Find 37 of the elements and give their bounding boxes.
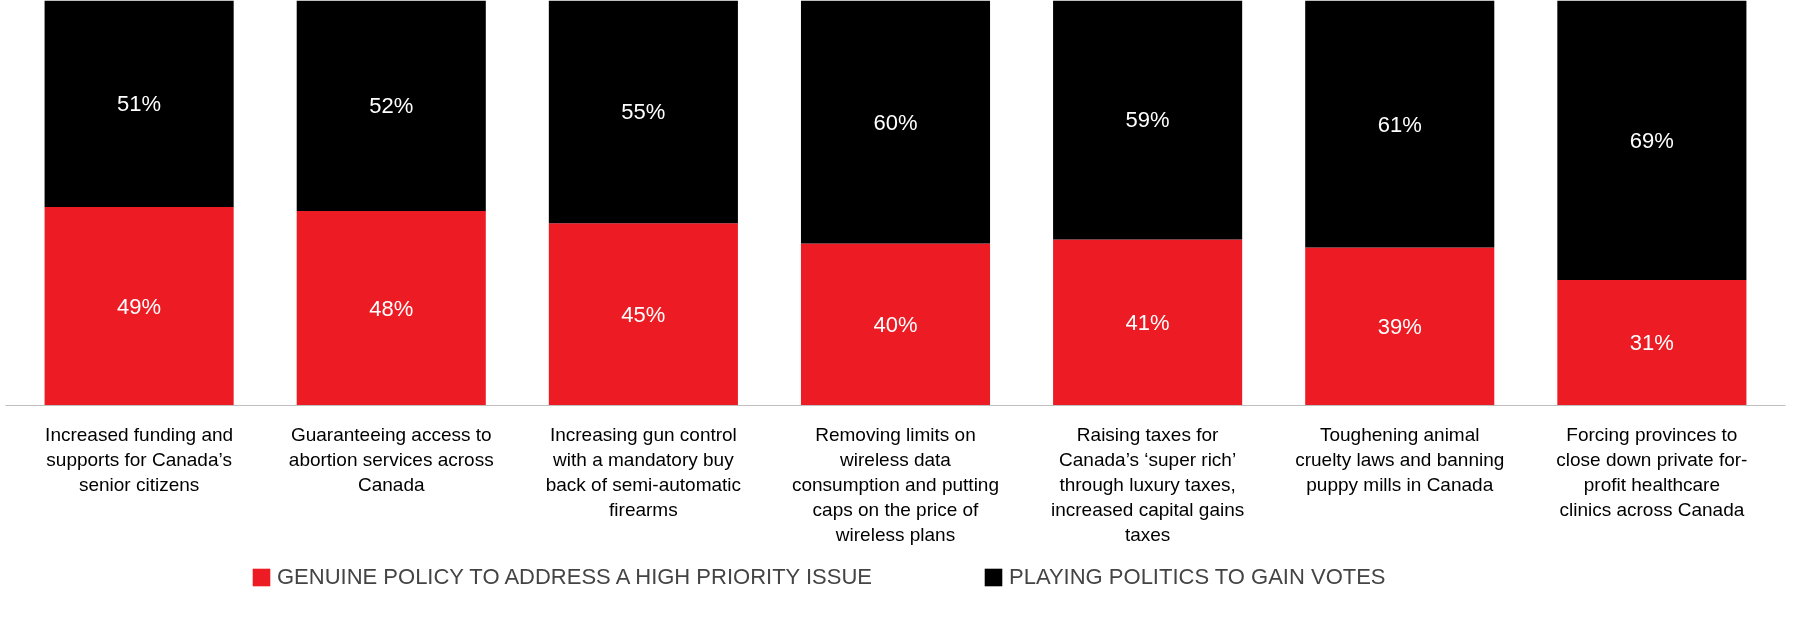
data-label: 52% <box>369 93 414 119</box>
bar <box>1305 247 1495 406</box>
x-tick-label: Removing limits on wireless data consumption and putting caps on the price of wireless plans <box>791 423 1000 546</box>
bar <box>296 0 486 212</box>
data-label: 60% <box>873 109 918 135</box>
bar <box>1557 279 1747 406</box>
bar <box>1053 239 1243 406</box>
x-tick-label: Increasing gun control with a mandatory buy back of semi-automatic firearms <box>545 423 742 521</box>
bar <box>548 223 738 406</box>
bar <box>1053 0 1243 240</box>
x-tick-label: Guaranteeing access to abortion services across Canada <box>288 423 494 495</box>
x-tick-label: Raising taxes for Canada’s ‘super rich’ through luxury taxes, increased capital gains taxes <box>1050 423 1245 546</box>
bar <box>548 0 738 224</box>
bar <box>44 0 234 208</box>
data-label: 39% <box>1377 314 1422 340</box>
x-tick-label: Increased funding and supports for Canada’s senior citizens <box>45 423 234 495</box>
data-label: 59% <box>1125 107 1170 133</box>
bar <box>800 0 991 244</box>
data-label: 55% <box>621 99 666 125</box>
data-label: 51% <box>117 91 162 117</box>
legend-label: GENUINE POLICY TO ADDRESS A HIGH PRIORITY ISSUE <box>277 564 872 590</box>
data-label: 48% <box>369 295 414 321</box>
x-tick-label: Forcing provinces to close down private for-profit healthcare clinics across Canada <box>1556 423 1748 521</box>
bar <box>1557 0 1747 280</box>
data-label: 31% <box>1629 330 1674 356</box>
data-label: 61% <box>1377 111 1422 137</box>
data-label: 45% <box>621 301 666 327</box>
bar <box>296 211 486 406</box>
legend-label: PLAYING POLITICS TO GAIN VOTES <box>1009 564 1386 590</box>
data-label: 69% <box>1629 127 1674 153</box>
data-label: 40% <box>873 312 918 337</box>
data-label: 41% <box>1125 309 1170 335</box>
data-label: 49% <box>117 293 162 319</box>
x-tick-label: Toughening animal cruelty laws and banning puppy mills in Canada <box>1295 423 1505 495</box>
bar <box>44 207 234 406</box>
bar <box>1305 0 1495 248</box>
bar <box>800 243 991 406</box>
